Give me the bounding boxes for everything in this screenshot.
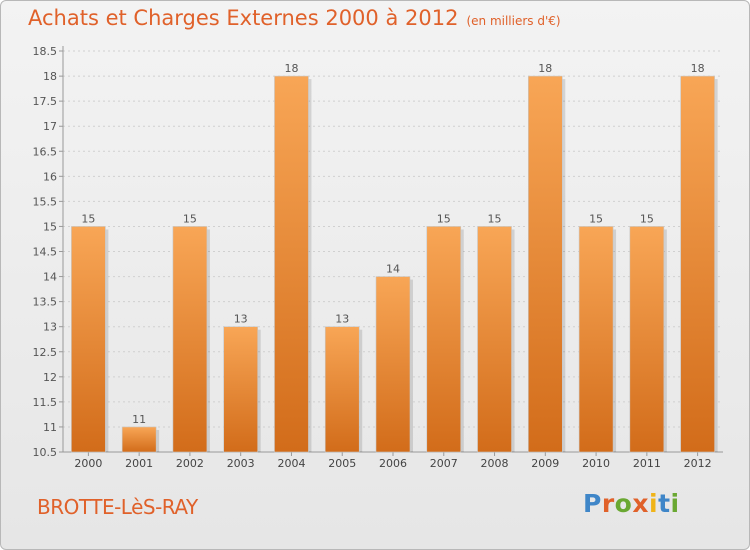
data-label: 14: [386, 263, 400, 276]
bar: [477, 226, 512, 453]
x-tick-label: 2000: [74, 457, 102, 470]
x-tick-label: 2010: [582, 457, 610, 470]
data-label: 13: [234, 313, 248, 326]
y-tick-label: 17: [43, 120, 57, 133]
chart-header: Achats et Charges Externes 2000 à 2012 (e…: [28, 6, 561, 30]
commune-name: BROTTE-LèS-RAY: [37, 495, 198, 519]
y-tick-label: 12: [43, 371, 57, 384]
x-tick-label: 2002: [176, 457, 204, 470]
y-tick-label: 14: [43, 271, 57, 284]
x-tick-label: 2008: [481, 457, 509, 470]
data-label: 15: [589, 212, 603, 225]
data-label: 15: [437, 212, 451, 225]
y-tick-label: 10.5: [33, 446, 58, 459]
y-tick-label: 18.5: [33, 45, 58, 58]
data-label: 15: [81, 212, 95, 225]
data-label: 13: [335, 313, 349, 326]
bar: [121, 426, 157, 453]
labels: 10.5 11 11.5 12 12.5 13 13.5 14 14.5 15 15.5 16 16.5…: [33, 45, 712, 470]
y-tick-label: 13: [43, 321, 57, 334]
bars: [71, 75, 718, 453]
data-label: 15: [640, 212, 654, 225]
x-tick-label: 2009: [531, 457, 559, 470]
y-tick-label: 18: [43, 70, 57, 83]
x-tick-label: 2006: [379, 457, 407, 470]
x-tick-label: 2004: [277, 457, 305, 470]
y-tick-label: 17.5: [33, 95, 58, 108]
y-tick-label: 15.5: [33, 195, 58, 208]
y-tick-label: 14.5: [33, 246, 58, 259]
x-tick-label: 2001: [125, 457, 153, 470]
bar: [172, 226, 208, 453]
bar: [578, 226, 614, 453]
bar: [375, 276, 411, 453]
x-tick-label: 2011: [633, 457, 661, 470]
bar: [71, 226, 106, 453]
bar: [426, 226, 462, 453]
bar: [274, 75, 309, 453]
y-tick-label: 11: [43, 421, 57, 434]
bar: [223, 326, 258, 453]
x-tick-label: 2005: [328, 457, 356, 470]
y-tick-label: 15: [43, 220, 57, 233]
data-label: 18: [284, 62, 298, 75]
proxiti-logo: Proxiti: [583, 489, 680, 518]
bar: [629, 226, 665, 453]
x-tick-label: 2003: [227, 457, 255, 470]
y-tick-label: 11.5: [33, 396, 58, 409]
data-label: 18: [538, 62, 552, 75]
unit-label: (en milliers d'€): [466, 14, 561, 28]
x-tick-label: 2012: [684, 457, 712, 470]
y-tick-label: 13.5: [33, 296, 58, 309]
y-tick-label: 12.5: [33, 346, 58, 359]
data-label: 11: [132, 413, 146, 426]
bar: [528, 75, 563, 453]
chart-title: Achats et Charges Externes 2000 à 2012: [28, 6, 459, 30]
data-label: 18: [691, 62, 705, 75]
bar: [680, 75, 715, 453]
y-tick-label: 16.5: [33, 145, 58, 158]
y-tick-label: 16: [43, 170, 57, 183]
data-label: 15: [488, 212, 502, 225]
x-tick-label: 2007: [430, 457, 458, 470]
bar: [324, 326, 360, 453]
data-label: 15: [183, 212, 197, 225]
